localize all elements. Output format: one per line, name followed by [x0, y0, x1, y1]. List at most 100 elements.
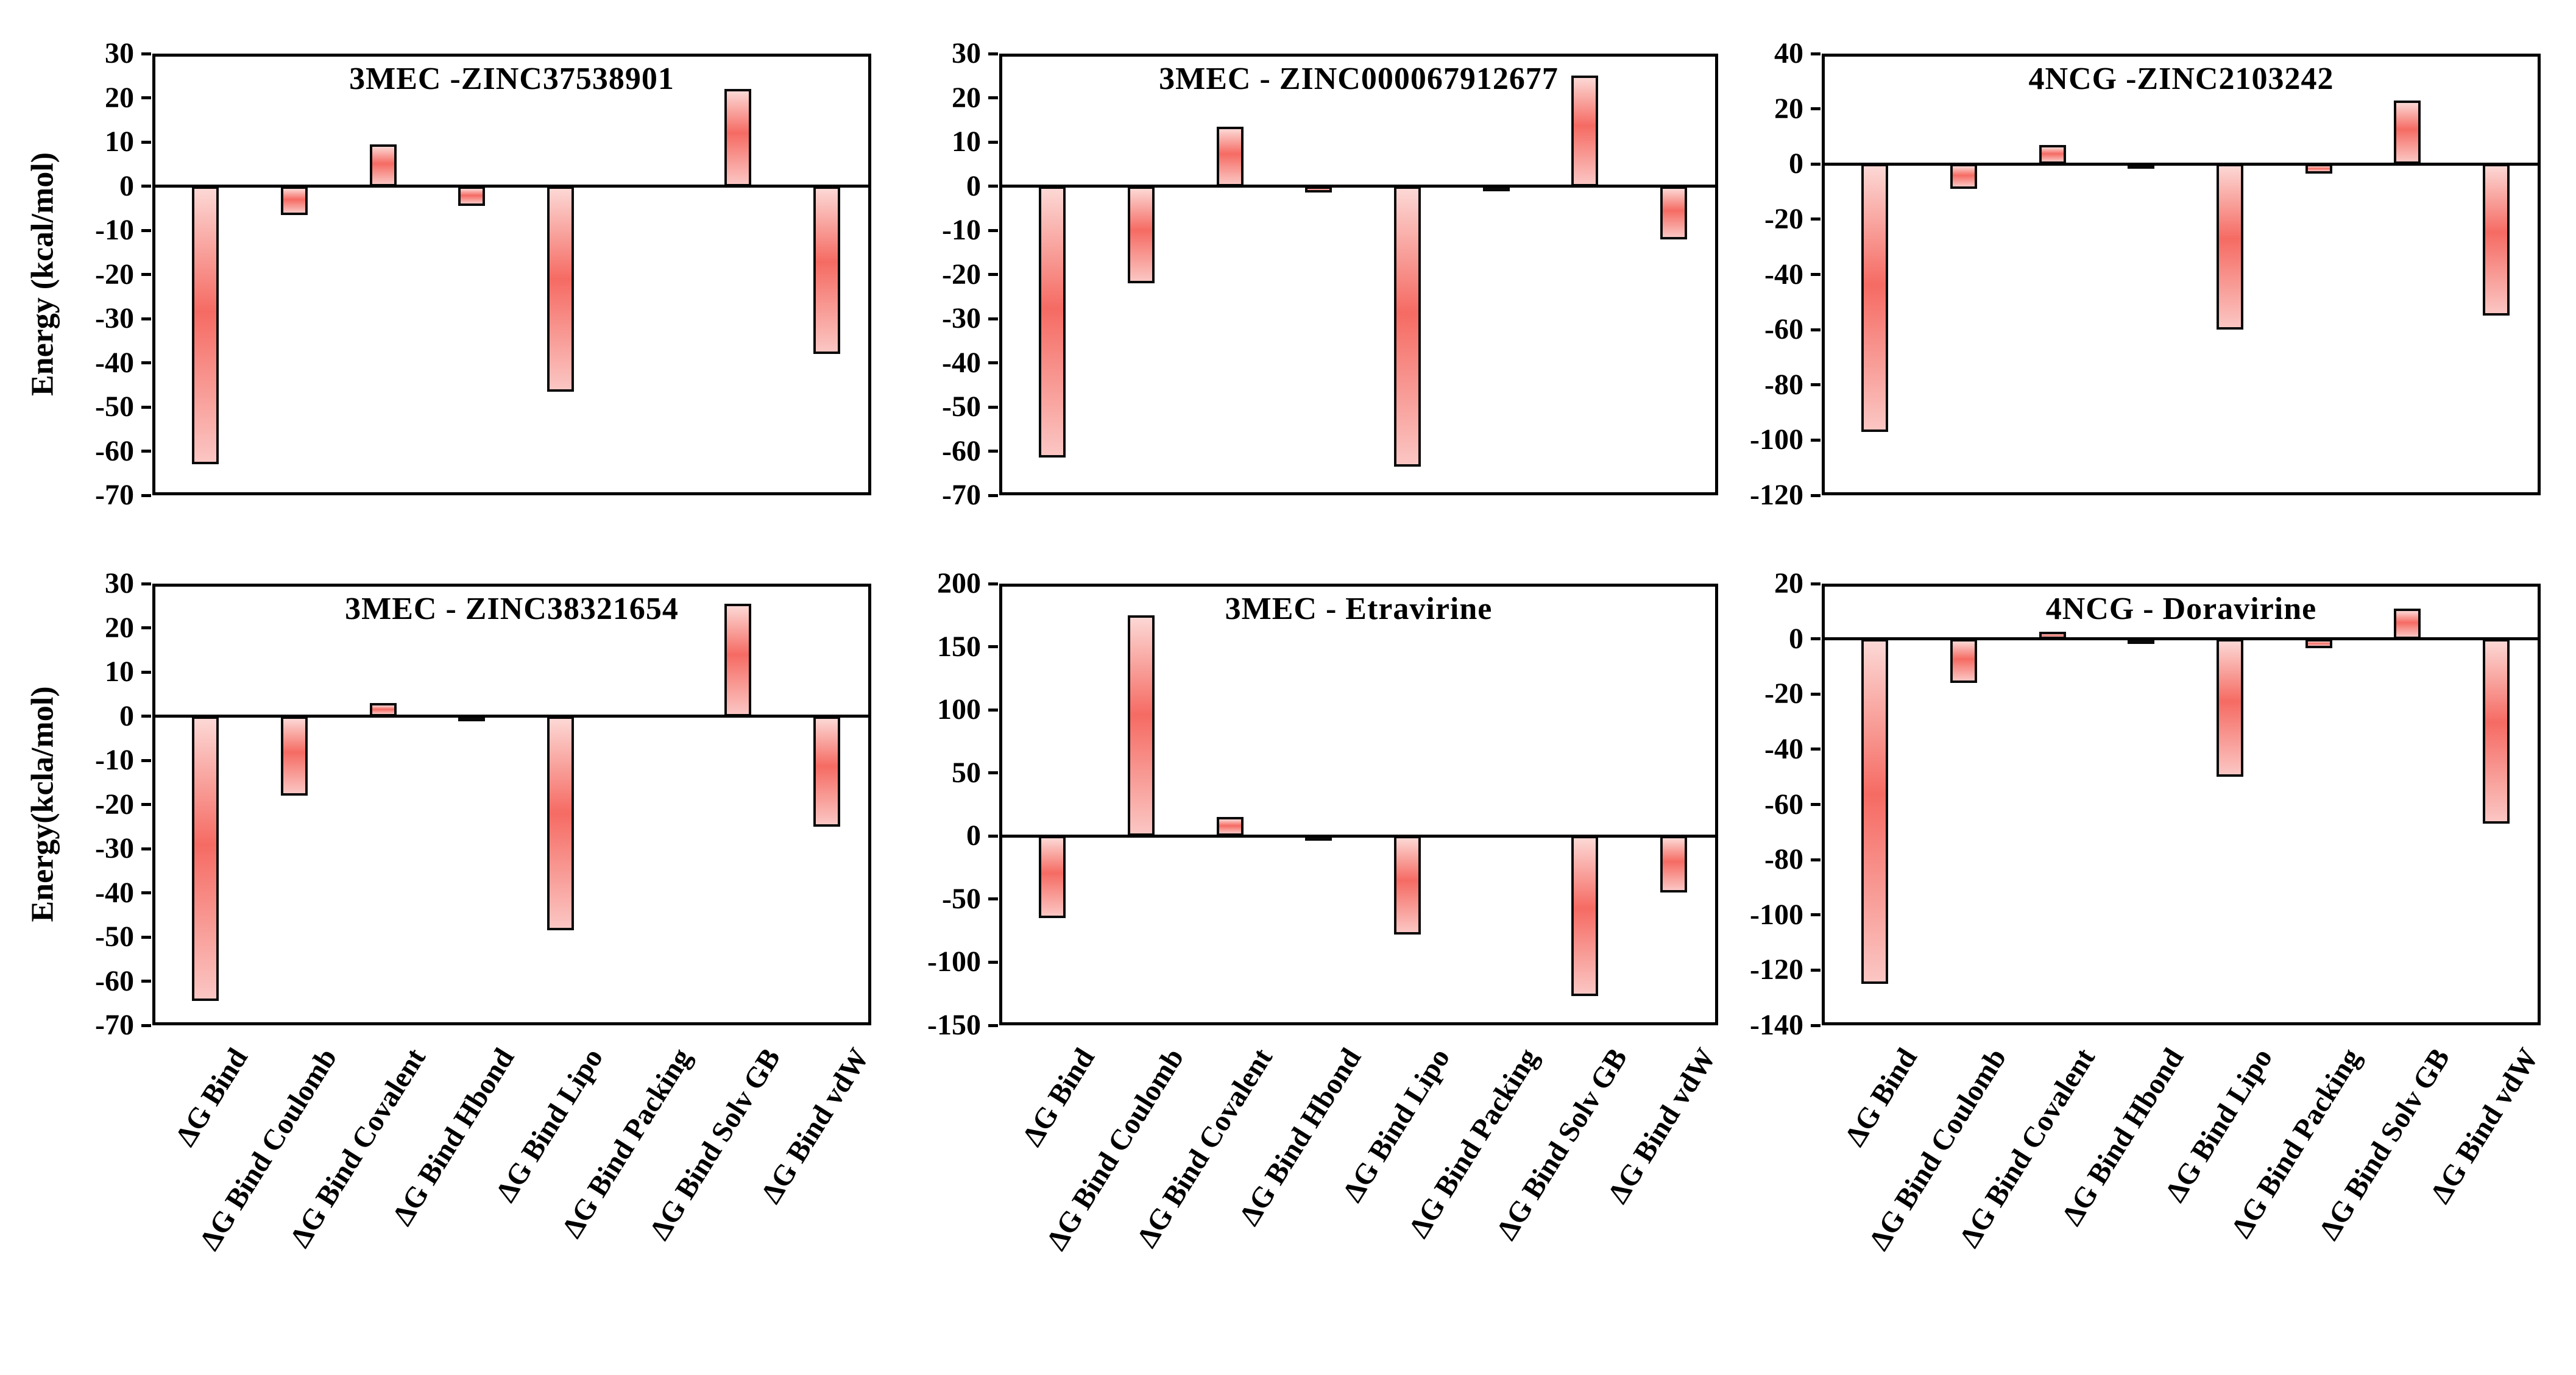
plot-wrap: 3MEC - ZINC000067912677 [988, 52, 1718, 497]
y-tick-mark [141, 758, 151, 762]
x-tick-label: ΔG Bind [1838, 1042, 1924, 1152]
y-tick-mark [141, 803, 151, 806]
bar--g-bind-vdw [813, 716, 841, 827]
y-tick-mark [1811, 273, 1821, 276]
plot-wrap: 3MEC - ZINC38321654 ΔG Bind ΔG Bind Coulo… [141, 582, 876, 1256]
y-tick-mark [988, 361, 998, 364]
y-tick-label: -50 [95, 921, 134, 953]
y-tick-label: -60 [1764, 788, 1803, 821]
bar--g-bind-lipo [547, 716, 575, 931]
plot-area [999, 54, 1718, 495]
y-tick-label: -40 [1764, 732, 1803, 765]
y-tick-label: -80 [1764, 368, 1803, 401]
y-tick-label: 30 [105, 567, 134, 599]
y-tick-mark [1811, 383, 1821, 387]
y-tick-label: -40 [1764, 258, 1803, 291]
bar--g-bind-vdw [813, 186, 841, 354]
y-tick-mark [988, 897, 998, 901]
y-tick-mark [141, 626, 151, 629]
bar--g-bind [1861, 638, 1889, 984]
y-tick-mark [988, 96, 998, 99]
y-axis-ticks: 30 20 10 0 -10 -20 -30 -40 -50 -60 -70 [908, 37, 987, 511]
x-tick-label: ΔG Bind [169, 1042, 255, 1152]
bar--g-bind-coulomb [1128, 186, 1155, 283]
y-tick-label: -60 [942, 434, 981, 467]
y-tick-mark [141, 891, 151, 894]
x-axis-labels: ΔG Bind ΔG Bind Coulomb ΔG Bind Covalent ΔG… [999, 1034, 1722, 1375]
y-tick-mark [1811, 748, 1821, 751]
y-tick-label: -80 [1764, 843, 1803, 876]
y-tick-mark [988, 185, 998, 188]
bar--g-bind-lipo [2217, 164, 2244, 330]
y-tick-mark [1811, 913, 1821, 917]
y-tick-label: -10 [95, 214, 134, 246]
y-tick-mark [988, 405, 998, 409]
y-tick-label: -70 [942, 479, 981, 511]
y-tick-label: -60 [95, 964, 134, 997]
bar--g-bind-solv-gb [724, 89, 752, 186]
bar--g-bind [1861, 164, 1889, 432]
y-tick-mark [141, 185, 151, 188]
y-tick-label: -60 [95, 434, 134, 467]
y-tick-mark [988, 834, 998, 838]
chart-title: 4NCG - Doravirine [2045, 592, 2317, 626]
y-tick-mark [141, 1023, 151, 1027]
y-tick-label: -40 [95, 876, 134, 909]
y-tick-label: -120 [1750, 479, 1803, 511]
chart-3mec-etravirine: 200 150 100 50 0 -50 -100 -150 3MEC - Etravirin… [865, 554, 1730, 1365]
y-tick-label: -60 [1764, 313, 1803, 346]
bar--g-bind-coulomb [1950, 638, 1978, 684]
y-tick-mark [988, 645, 998, 649]
x-axis-labels: ΔG Bind ΔG Bind Coulomb ΔG Bind Covalent ΔG… [1822, 1034, 2545, 1375]
y-tick-mark [988, 52, 998, 55]
y-tick-label: -140 [1750, 1009, 1803, 1041]
chart-title: 3MEC - ZINC000067912677 [1159, 62, 1559, 96]
x-tick-label: ΔG Bind [1016, 1042, 1102, 1152]
y-tick-mark [141, 140, 151, 144]
y-tick-mark [1811, 107, 1821, 111]
zero-axis-line [999, 185, 1718, 188]
y-tick-mark [141, 96, 151, 99]
y-tick-mark [141, 405, 151, 409]
bar--g-bind [1039, 836, 1066, 918]
bar--g-bind [192, 186, 219, 465]
plot-area [999, 584, 1718, 1025]
y-tick-label: 30 [952, 37, 981, 69]
zero-axis-line [152, 185, 871, 188]
y-tick-label: -20 [1764, 202, 1803, 235]
y-tick-mark [1811, 328, 1821, 331]
y-tick-label: -30 [95, 832, 134, 864]
y-tick-label: -40 [95, 346, 134, 379]
chart-3mec-zinc38321654: Energy(kcla/mol) 30 20 10 0 -10 -20 -30 -40 -50-… [18, 554, 883, 1365]
bar--g-bind-covalent [2039, 144, 2066, 164]
zero-axis-line [152, 715, 871, 718]
y-tick-mark [1811, 968, 1821, 972]
plot-area [152, 54, 871, 495]
chart-title: 3MEC - Etravirine [1225, 592, 1493, 626]
y-tick-mark [141, 670, 151, 674]
y-tick-label: -100 [927, 946, 981, 978]
y-tick-label: 0 [966, 169, 981, 202]
y-tick-mark [141, 582, 151, 585]
y-tick-mark [141, 847, 151, 850]
bar--g-bind-solv-gb [1571, 836, 1599, 997]
y-tick-mark [141, 228, 151, 232]
y-tick-mark [988, 771, 998, 775]
bar--g-bind-solv-gb [724, 603, 752, 716]
chart-4ncg-doravirine: 20 0 -20 -40 -60 -80 -100 -120 -140 4NCG - Dorav… [1688, 554, 2553, 1365]
y-tick-mark [1811, 1023, 1821, 1027]
y-tick-mark [988, 450, 998, 453]
y-tick-label: 10 [105, 656, 134, 688]
plot-area [1822, 584, 2541, 1025]
y-tick-label: -20 [942, 258, 981, 291]
y-tick-mark [1811, 692, 1821, 696]
y-tick-mark [141, 935, 151, 939]
y-axis-ticks: 40 20 0 -20 -40 -60 -80 -100 -120 [1730, 37, 1810, 511]
y-tick-mark [141, 317, 151, 320]
y-tick-label: -100 [1750, 898, 1803, 931]
bar--g-bind-coulomb [1128, 615, 1155, 836]
y-tick-label: -70 [95, 1009, 134, 1041]
y-tick-mark [1811, 803, 1821, 806]
y-tick-label: -30 [942, 302, 981, 334]
